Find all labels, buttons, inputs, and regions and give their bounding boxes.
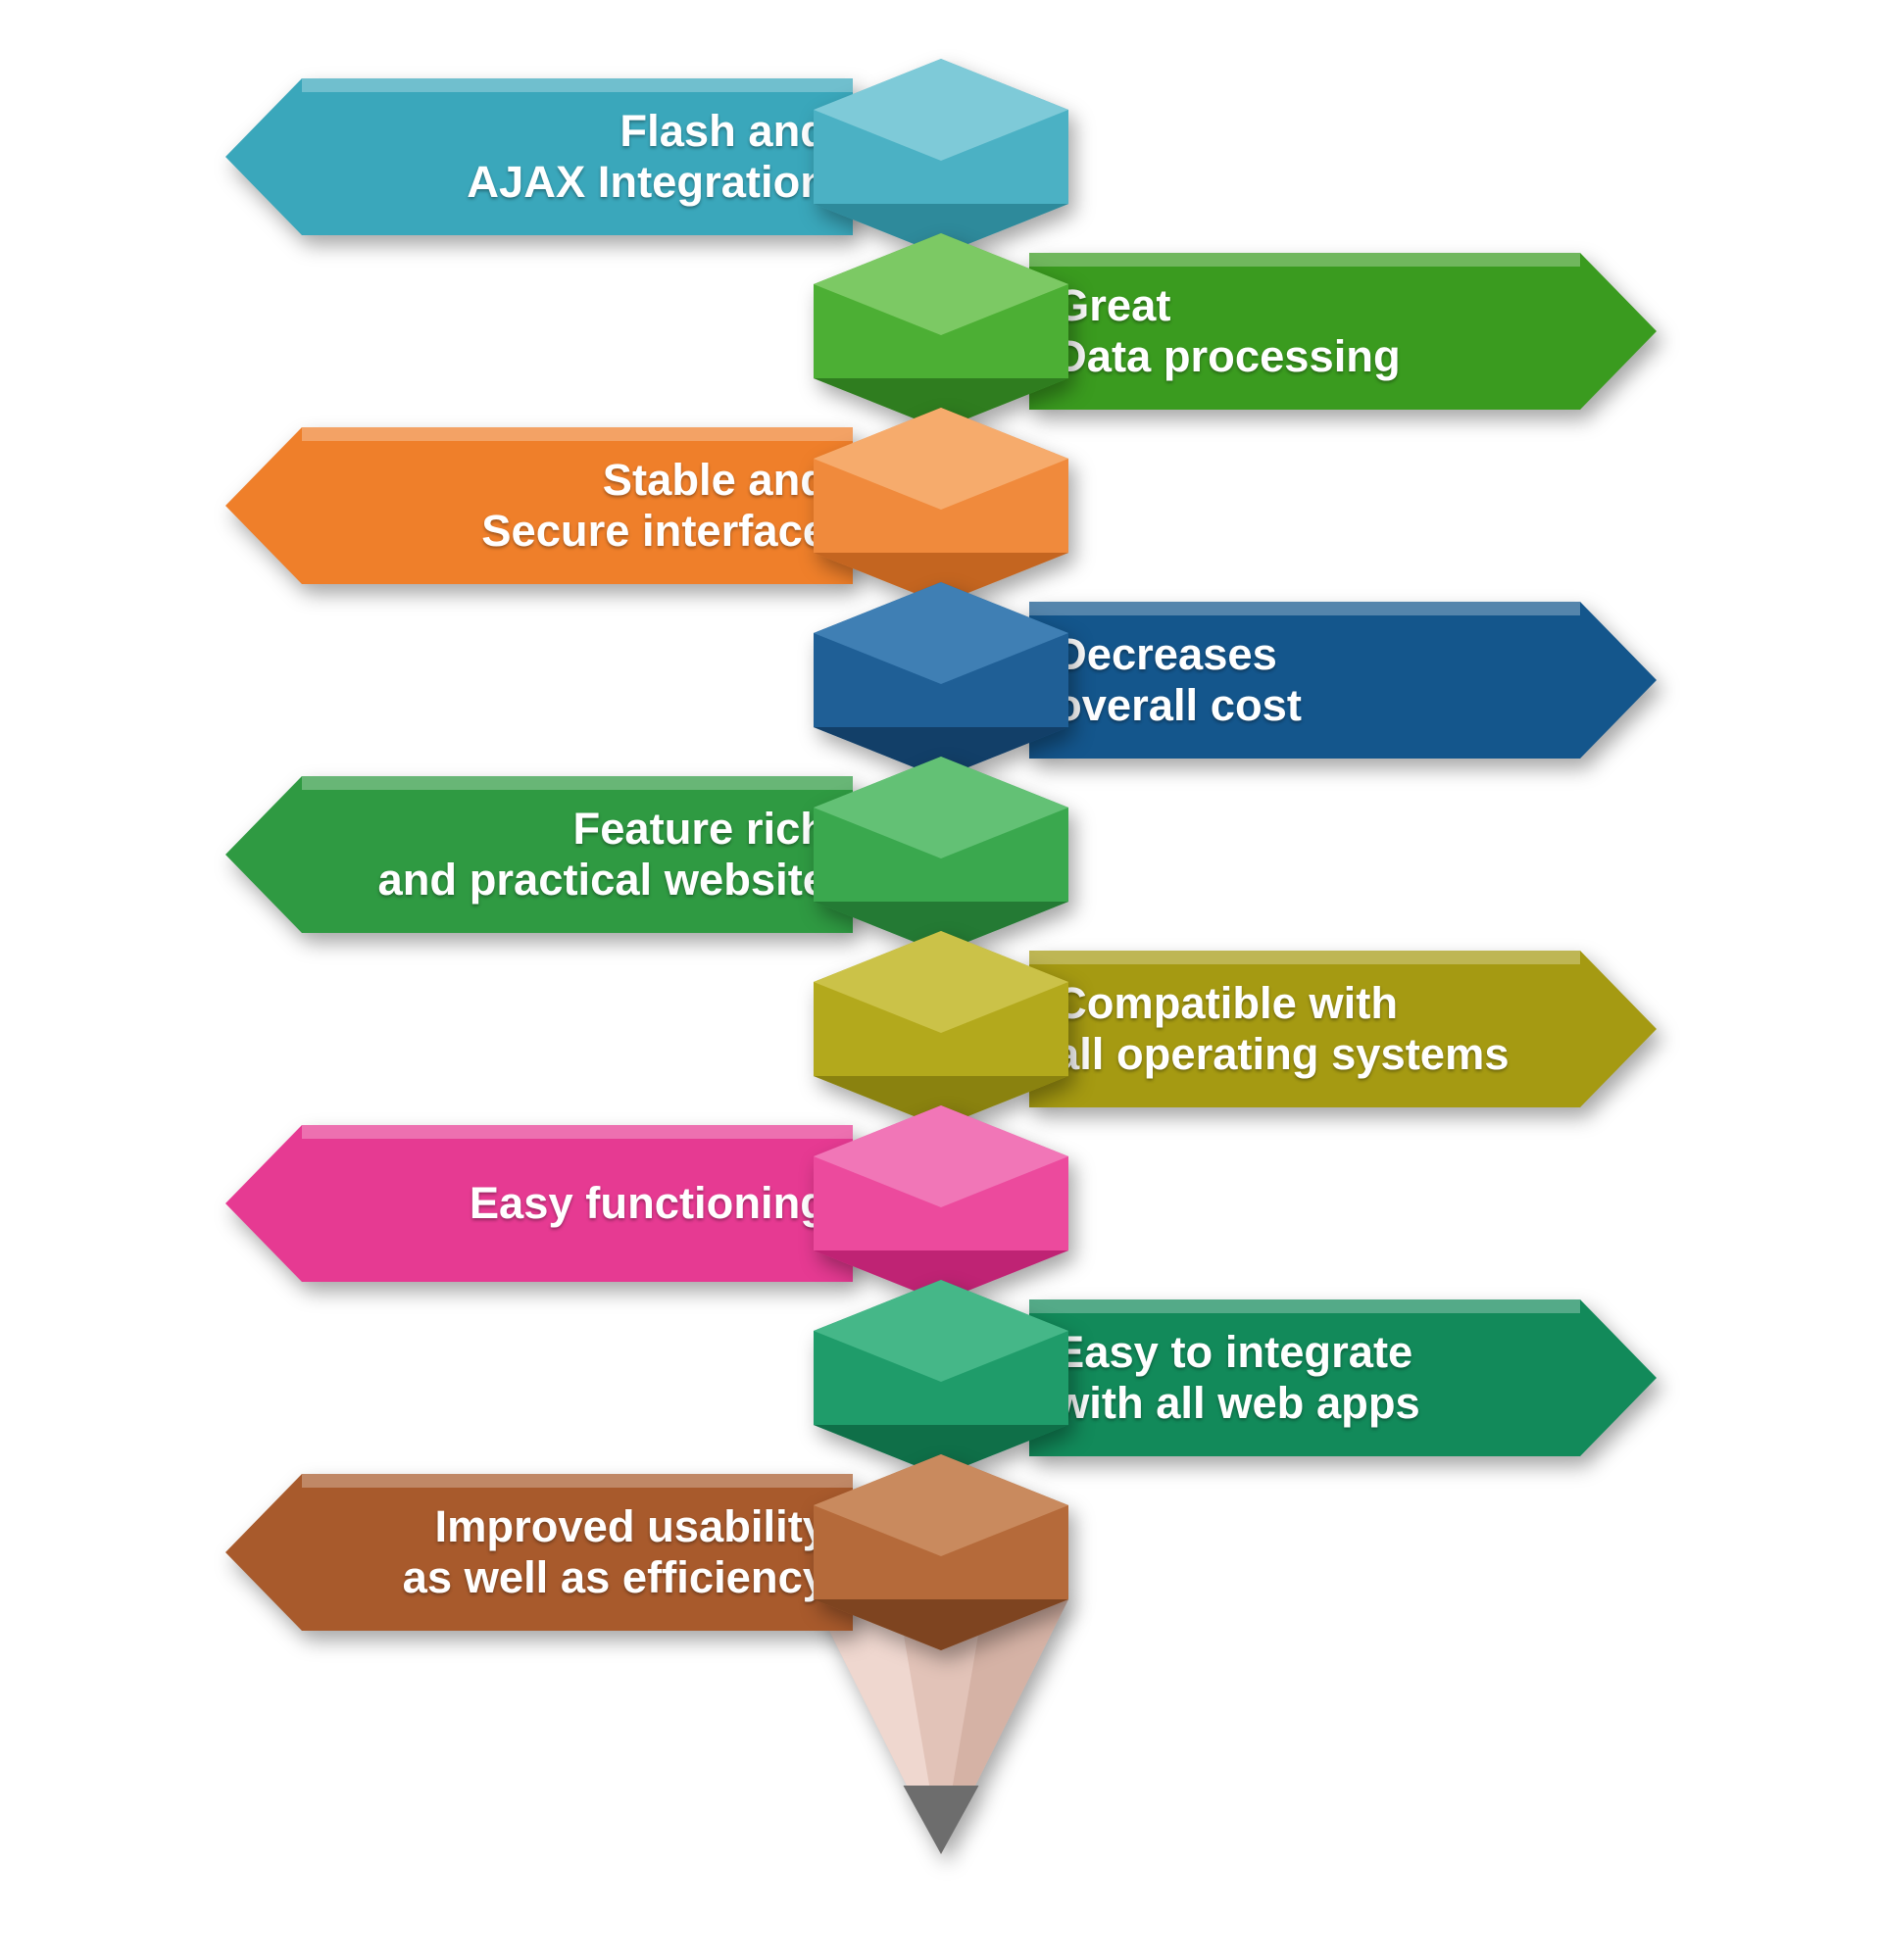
feature-label-line: Feature rich bbox=[361, 804, 827, 855]
feature-label: Easy functioning bbox=[302, 1125, 853, 1282]
arrowhead-icon bbox=[225, 1474, 302, 1631]
feature-banner: Decreasesoverall cost bbox=[1029, 602, 1657, 759]
feature-label-line: Compatible with bbox=[1055, 978, 1521, 1029]
feature-label-line: and practical website bbox=[361, 855, 827, 906]
feature-label: Easy to integratewith all web apps bbox=[1029, 1299, 1580, 1456]
feature-label-line: Secure interface bbox=[361, 506, 827, 557]
feature-label-line: AJAX Integration bbox=[361, 157, 827, 208]
feature-banner: Compatible withall operating systems bbox=[1029, 951, 1657, 1107]
pencil-segment bbox=[814, 233, 1068, 429]
feature-banner: Feature richand practical website bbox=[225, 776, 853, 933]
feature-banner: Improved usabilityas well as efficiency bbox=[225, 1474, 853, 1631]
pencil-infographic: Flash andAJAX Integration GreatData proc… bbox=[0, 0, 1882, 1960]
pencil-segment bbox=[814, 582, 1068, 778]
feature-label-line: all operating systems bbox=[1055, 1029, 1521, 1080]
feature-label-line: Stable and bbox=[361, 455, 827, 506]
feature-label: Feature richand practical website bbox=[302, 776, 853, 933]
feature-label-line: Decreases bbox=[1055, 629, 1521, 680]
arrowhead-icon bbox=[225, 1125, 302, 1282]
feature-label-line: Data processing bbox=[1055, 331, 1521, 382]
feature-label-line: Flash and bbox=[361, 106, 827, 157]
feature-label-line: as well as efficiency bbox=[361, 1552, 827, 1603]
pencil-segment bbox=[814, 931, 1068, 1127]
feature-label: Improved usabilityas well as efficiency bbox=[302, 1474, 853, 1631]
pencil-segment bbox=[814, 59, 1068, 255]
arrowhead-icon bbox=[225, 427, 302, 584]
feature-label: Decreasesoverall cost bbox=[1029, 602, 1580, 759]
feature-label-line: Improved usability bbox=[361, 1501, 827, 1552]
arrowhead-icon bbox=[1580, 1299, 1657, 1456]
arrowhead-icon bbox=[1580, 602, 1657, 759]
feature-banner: Flash andAJAX Integration bbox=[225, 78, 853, 235]
feature-banner: Easy functioning bbox=[225, 1125, 853, 1282]
pencil-segment bbox=[814, 1105, 1068, 1301]
pencil-segment bbox=[814, 1454, 1068, 1650]
arrowhead-icon bbox=[225, 78, 302, 235]
pencil-segment bbox=[814, 757, 1068, 953]
feature-banner: Easy to integratewith all web apps bbox=[1029, 1299, 1657, 1456]
pencil-segment bbox=[814, 408, 1068, 604]
arrowhead-icon bbox=[1580, 253, 1657, 410]
arrowhead-icon bbox=[1580, 951, 1657, 1107]
feature-label-line: Easy to integrate bbox=[1055, 1327, 1521, 1378]
feature-label: GreatData processing bbox=[1029, 253, 1580, 410]
arrowhead-icon bbox=[225, 776, 302, 933]
feature-banner: GreatData processing bbox=[1029, 253, 1657, 410]
feature-label-line: with all web apps bbox=[1055, 1378, 1521, 1429]
feature-banner: Stable andSecure interface bbox=[225, 427, 853, 584]
feature-label-line: Easy functioning bbox=[361, 1178, 827, 1229]
feature-label: Compatible withall operating systems bbox=[1029, 951, 1580, 1107]
pencil-segment bbox=[814, 1280, 1068, 1476]
feature-label-line: Great bbox=[1055, 280, 1521, 331]
feature-label-line: overall cost bbox=[1055, 680, 1521, 731]
feature-label: Flash andAJAX Integration bbox=[302, 78, 853, 235]
feature-label: Stable andSecure interface bbox=[302, 427, 853, 584]
